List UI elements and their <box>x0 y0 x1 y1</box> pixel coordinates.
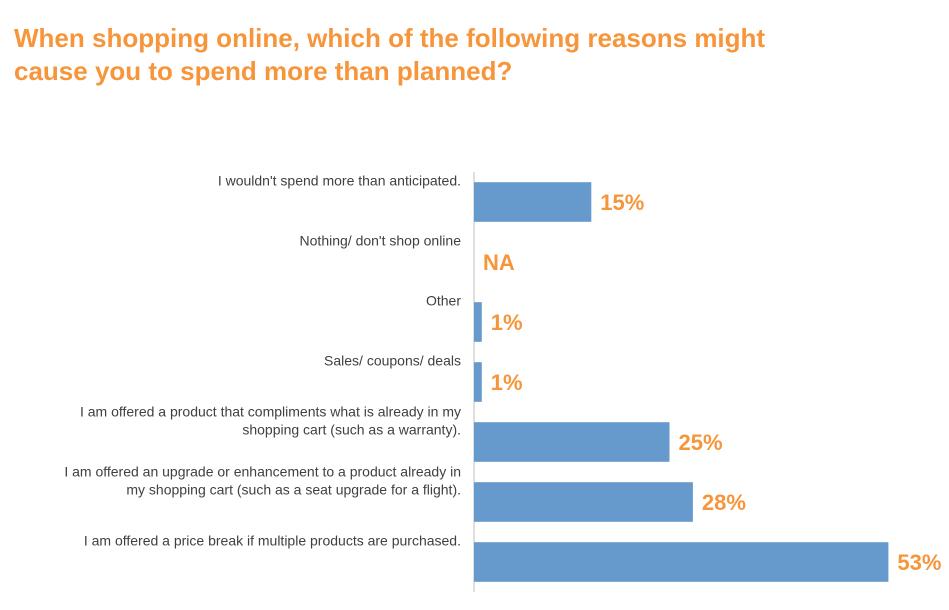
chart-title: When shopping online, which of the follo… <box>14 22 914 88</box>
category-label-7-line-1: I am offered a price break if multiple p… <box>84 532 461 548</box>
value-label-1: 15% <box>600 190 644 215</box>
category-labels-group: I wouldn't spend more than anticipated. N… <box>64 172 461 548</box>
bar-6 <box>474 482 693 522</box>
category-label-3-line-1: Other <box>426 292 461 308</box>
category-label-6-line-1: I am offered an upgrade or enhancement t… <box>64 463 461 479</box>
category-label-5-line-2: shopping cart (such as a warranty). <box>242 421 461 437</box>
chart-title-line-1: When shopping online, which of the follo… <box>14 23 766 53</box>
value-label-2: NA <box>483 250 515 275</box>
category-label-2-line-1: Nothing/ don't shop online <box>300 232 462 248</box>
category-label-6: I am offered an upgrade or enhancement t… <box>64 463 461 497</box>
category-label-5: I am offered a product that compliments … <box>80 403 461 437</box>
bar-5 <box>474 422 670 462</box>
bar-7 <box>474 542 889 582</box>
category-label-4: Sales/ coupons/ deals <box>324 352 461 368</box>
value-labels-group: 15% NA 1% 1% 25% 28% 53% <box>483 190 941 575</box>
bar-1 <box>474 182 592 222</box>
category-label-4-line-1: Sales/ coupons/ deals <box>324 352 461 368</box>
bar-4 <box>474 362 482 402</box>
category-label-1: I wouldn't spend more than anticipated. <box>218 172 461 188</box>
value-label-3: 1% <box>491 310 523 335</box>
category-label-3: Other <box>426 292 461 308</box>
category-label-7: I am offered a price break if multiple p… <box>84 532 461 548</box>
chart-title-line-2: cause you to spend more than planned? <box>14 56 513 86</box>
value-label-4: 1% <box>491 370 523 395</box>
value-label-6: 28% <box>702 490 746 515</box>
bars-group <box>474 182 889 582</box>
category-label-5-line-1: I am offered a product that compliments … <box>80 403 461 419</box>
category-label-2: Nothing/ don't shop online <box>300 232 462 248</box>
value-label-7: 53% <box>897 550 941 575</box>
category-label-6-line-2: my shopping cart (such as a seat upgrade… <box>126 481 461 497</box>
category-label-1-line-1: I wouldn't spend more than anticipated. <box>218 172 461 188</box>
bar-3 <box>474 302 482 342</box>
value-label-5: 25% <box>679 430 723 455</box>
